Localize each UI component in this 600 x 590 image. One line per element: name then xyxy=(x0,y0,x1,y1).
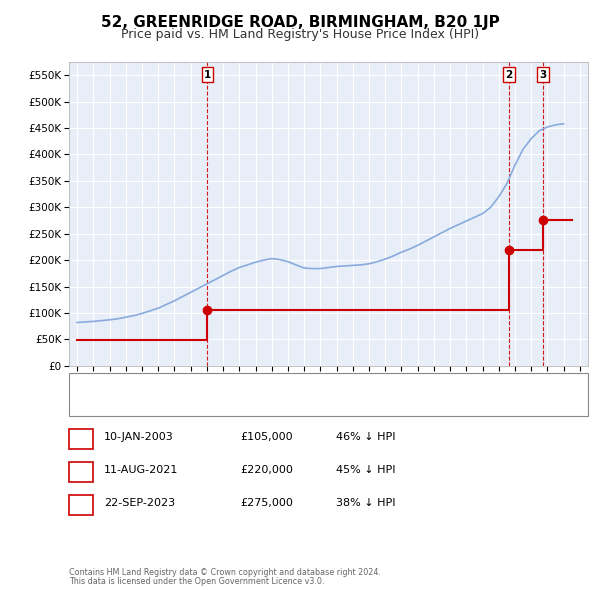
Text: 38% ↓ HPI: 38% ↓ HPI xyxy=(336,498,395,508)
Text: 1: 1 xyxy=(77,430,85,443)
Text: 46% ↓ HPI: 46% ↓ HPI xyxy=(336,432,395,442)
Text: £275,000: £275,000 xyxy=(240,498,293,508)
Text: 10-JAN-2003: 10-JAN-2003 xyxy=(104,432,173,442)
Text: 22-SEP-2023: 22-SEP-2023 xyxy=(104,498,175,508)
Text: £105,000: £105,000 xyxy=(240,432,293,442)
Text: 11-AUG-2021: 11-AUG-2021 xyxy=(104,465,178,475)
Text: 2: 2 xyxy=(77,463,85,476)
Text: 3: 3 xyxy=(77,496,85,509)
Text: 1: 1 xyxy=(204,70,211,80)
Text: 45% ↓ HPI: 45% ↓ HPI xyxy=(336,465,395,475)
Text: 52, GREENRIDGE ROAD, BIRMINGHAM, B20 1JP (detached house): 52, GREENRIDGE ROAD, BIRMINGHAM, B20 1JP… xyxy=(112,381,432,391)
Text: Price paid vs. HM Land Registry's House Price Index (HPI): Price paid vs. HM Land Registry's House … xyxy=(121,28,479,41)
Text: This data is licensed under the Open Government Licence v3.0.: This data is licensed under the Open Gov… xyxy=(69,577,325,586)
Text: HPI: Average price, detached house, Birmingham: HPI: Average price, detached house, Birm… xyxy=(112,401,353,410)
Text: 3: 3 xyxy=(539,70,547,80)
Text: £220,000: £220,000 xyxy=(240,465,293,475)
Text: 52, GREENRIDGE ROAD, BIRMINGHAM, B20 1JP: 52, GREENRIDGE ROAD, BIRMINGHAM, B20 1JP xyxy=(101,15,499,30)
Text: 2: 2 xyxy=(505,70,512,80)
Text: Contains HM Land Registry data © Crown copyright and database right 2024.: Contains HM Land Registry data © Crown c… xyxy=(69,568,381,577)
